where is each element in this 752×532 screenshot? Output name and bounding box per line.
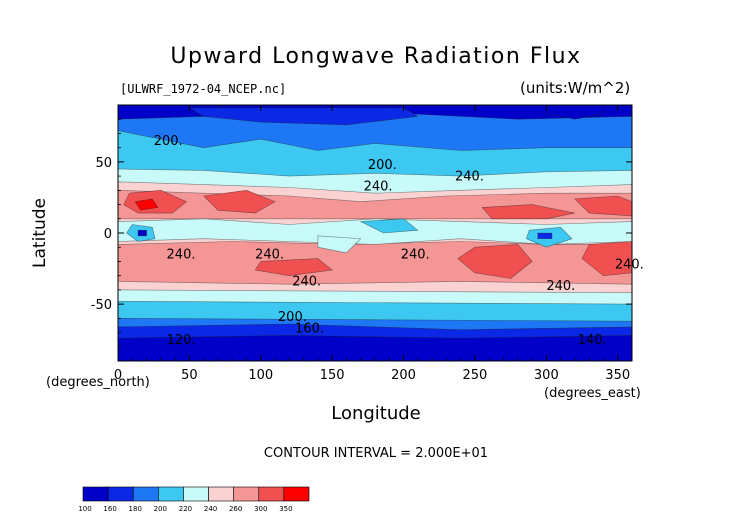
colorbar-label-7: 300 bbox=[254, 505, 267, 513]
x-tick-label-4: 200 bbox=[391, 368, 416, 383]
colorbar: 100 160 180 200 220 240 260 300 350 bbox=[78, 486, 310, 513]
y-unit-label: (degrees_north) bbox=[46, 375, 150, 390]
contour-label-12: 120. bbox=[167, 333, 196, 348]
colorbar-swatch-1 bbox=[107, 486, 134, 502]
y-tick-label-2: 50 bbox=[95, 156, 112, 171]
x-axis-label: Longitude bbox=[331, 403, 421, 424]
contour-label-5: 240. bbox=[255, 248, 284, 263]
heatmap-field bbox=[118, 105, 632, 361]
field-region-14 bbox=[134, 198, 159, 211]
field-region-17 bbox=[574, 195, 632, 217]
field-region-9 bbox=[545, 105, 604, 120]
units-subtitle: (units:W/m^2) bbox=[520, 79, 631, 97]
colorbar-label-1: 160 bbox=[103, 505, 116, 513]
colorbar-swatch-6 bbox=[233, 486, 260, 502]
contour-label-9: 240. bbox=[546, 279, 575, 294]
x-tick-label-6: 300 bbox=[534, 368, 559, 383]
colorbar-swatch-7 bbox=[258, 486, 285, 502]
x-tick-label-1: 50 bbox=[181, 368, 198, 383]
contour-label-10: 200. bbox=[278, 310, 307, 325]
x-tick-label-3: 150 bbox=[320, 368, 345, 383]
x-tick-label-5: 250 bbox=[463, 368, 488, 383]
x-tick-label-0: 0 bbox=[114, 368, 122, 383]
chart-title: Upward Longwave Radiation Flux bbox=[170, 44, 582, 69]
contour-label-13: 140. bbox=[578, 333, 607, 348]
contour-label-8: 240. bbox=[292, 275, 321, 290]
y-axis-label: Latitude bbox=[30, 198, 50, 268]
colorbar-label-2: 180 bbox=[129, 505, 142, 513]
field-region-18 bbox=[457, 244, 533, 279]
contour-label-11: 160. bbox=[295, 322, 324, 337]
field-region-19 bbox=[581, 241, 632, 277]
colorbar-label-5: 240 bbox=[204, 505, 217, 513]
colorbar-swatch-8 bbox=[283, 486, 310, 502]
field-region-20 bbox=[254, 258, 333, 277]
x-tick-label-7: 350 bbox=[605, 368, 630, 383]
field-region-22 bbox=[137, 229, 147, 237]
contour-label-1: 200. bbox=[368, 158, 397, 173]
contour-label-0: 200. bbox=[154, 134, 183, 149]
y-tick-label-0: -50 bbox=[91, 298, 112, 313]
field-region-15 bbox=[203, 189, 276, 214]
colorbar-label-3: 200 bbox=[154, 505, 167, 513]
field-region-26 bbox=[317, 235, 362, 254]
file-name-subtitle: [ULWRF_1972-04_NCEP.nc] bbox=[120, 82, 287, 96]
field-region-7 bbox=[118, 218, 632, 245]
field-region-16 bbox=[481, 204, 575, 220]
colorbar-label-0: 100 bbox=[78, 505, 91, 513]
contour-label-3: 240. bbox=[455, 169, 484, 184]
colorbar-swatch-0 bbox=[82, 486, 109, 502]
contour-label-4: 240. bbox=[167, 248, 196, 263]
colorbar-swatch-2 bbox=[132, 486, 159, 502]
colorbar-label-4: 220 bbox=[179, 505, 192, 513]
field-region-24 bbox=[537, 232, 553, 239]
contour-label-6: 240. bbox=[401, 248, 430, 263]
y-axis: -50 0 50 bbox=[91, 118, 632, 348]
colorbar-swatch-4 bbox=[183, 486, 209, 502]
contour-label-7: 240. bbox=[615, 258, 644, 273]
x-unit-label: (degrees_east) bbox=[544, 386, 641, 401]
contour-interval-text: CONTOUR INTERVAL = 2.000E+01 bbox=[263, 446, 489, 461]
colorbar-label-6: 260 bbox=[229, 505, 242, 513]
colorbar-swatch-3 bbox=[158, 486, 184, 502]
x-axis: 0 50 100 150 200 250 300 350 bbox=[114, 105, 630, 383]
contour-label-2: 240. bbox=[364, 179, 393, 194]
x-tick-label-2: 100 bbox=[248, 368, 273, 383]
colorbar-swatch-5 bbox=[208, 486, 234, 502]
y-tick-label-1: 0 bbox=[104, 227, 112, 242]
colorbar-label-8: 350 bbox=[279, 505, 292, 513]
field-region-12 bbox=[118, 335, 632, 361]
contour-labels: 200. 200. 240. 240. 240. 240. 240. 240. 240. 240.… bbox=[154, 134, 644, 348]
field-region-25 bbox=[359, 218, 419, 234]
